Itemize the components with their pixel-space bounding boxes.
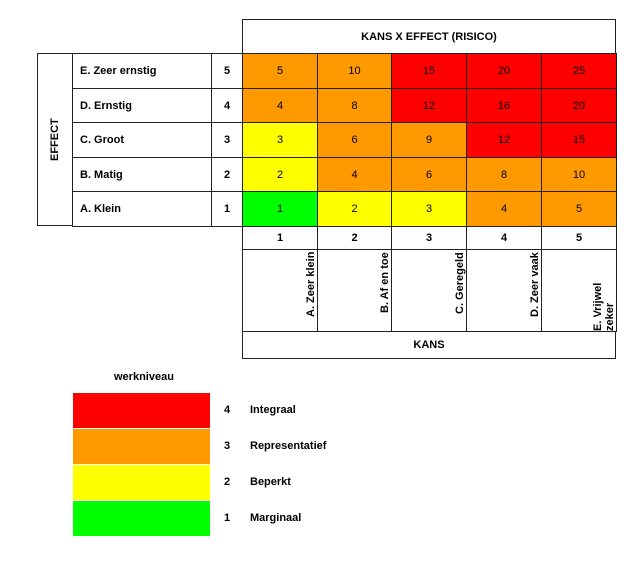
effect-row-score: 1 <box>211 191 243 227</box>
risk-cell: 4 <box>242 88 318 123</box>
risk-cell: 1 <box>242 191 318 227</box>
effect-row-score: 3 <box>211 122 243 158</box>
legend-label: Integraal <box>250 404 296 416</box>
risk-cell: 15 <box>541 122 617 158</box>
legend-label: Beperkt <box>250 476 291 488</box>
legend-level: 3 <box>224 440 231 452</box>
risk-cell: 9 <box>391 122 467 158</box>
kans-col-score: 2 <box>317 226 392 250</box>
risk-cell: 20 <box>541 88 617 123</box>
risk-cell: 10 <box>541 157 617 192</box>
kans-axis-label: KANS <box>242 331 616 359</box>
risk-cell: 16 <box>466 88 542 123</box>
legend-swatch <box>73 501 210 536</box>
effect-row-label: B. Matig <box>72 157 212 192</box>
risk-cell: 8 <box>317 88 392 123</box>
risk-cell: 12 <box>391 88 467 123</box>
legend-level: 2 <box>224 476 231 488</box>
kans-col-label: D. Zeer vaak <box>466 249 542 332</box>
legend-swatch <box>73 465 210 500</box>
legend-title: werkniveau <box>114 371 174 383</box>
kans-col-score: 1 <box>242 226 318 250</box>
kans-col-label: A. Zeer klein <box>242 249 318 332</box>
risk-cell: 5 <box>242 53 318 89</box>
effect-row-label: E. Zeer ernstig <box>72 53 212 89</box>
effect-row-score: 5 <box>211 53 243 89</box>
kans-col-label: E. Vrijwel zeker <box>541 249 617 332</box>
legend-swatch <box>73 429 210 464</box>
kans-col-score: 5 <box>541 226 617 250</box>
risk-cell: 3 <box>391 191 467 227</box>
risk-cell: 20 <box>466 53 542 89</box>
effect-row-label: A. Klein <box>72 191 212 227</box>
legend-level: 4 <box>224 404 231 416</box>
legend-label: Representatief <box>250 440 327 452</box>
risk-cell: 5 <box>541 191 617 227</box>
risk-cell: 8 <box>466 157 542 192</box>
risk-cell: 12 <box>466 122 542 158</box>
risk-cell: 3 <box>242 122 318 158</box>
risk-cell: 15 <box>391 53 467 89</box>
kans-col-score: 3 <box>391 226 467 250</box>
risk-cell: 10 <box>317 53 392 89</box>
matrix-title: KANS X EFFECT (RISICO) <box>242 19 616 54</box>
effect-row-label: C. Groot <box>72 122 212 158</box>
kans-col-label: B. Af en toe <box>317 249 392 332</box>
risk-cell: 4 <box>466 191 542 227</box>
risk-cell: 4 <box>317 157 392 192</box>
risk-cell: 2 <box>242 157 318 192</box>
legend-level: 1 <box>224 512 231 524</box>
effect-row-label: D. Ernstig <box>72 88 212 123</box>
legend-label: Marginaal <box>250 512 302 524</box>
risk-cell: 2 <box>317 191 392 227</box>
effect-row-score: 4 <box>211 88 243 123</box>
kans-col-label: C. Geregeld <box>391 249 467 332</box>
legend-swatch <box>73 393 210 428</box>
risk-cell: 25 <box>541 53 617 89</box>
kans-col-score: 4 <box>466 226 542 250</box>
risk-cell: 6 <box>317 122 392 158</box>
risk-cell: 6 <box>391 157 467 192</box>
effect-row-score: 2 <box>211 157 243 192</box>
effect-axis-label: EFFECT <box>37 53 73 226</box>
